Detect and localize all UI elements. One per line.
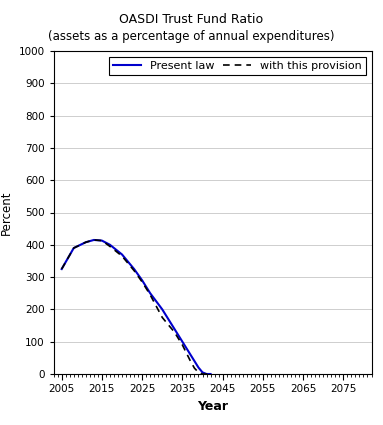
X-axis label: Year: Year xyxy=(197,400,228,413)
Y-axis label: Percent: Percent xyxy=(0,190,13,235)
Text: OASDI Trust Fund Ratio: OASDI Trust Fund Ratio xyxy=(119,13,264,26)
Text: (assets as a percentage of annual expenditures): (assets as a percentage of annual expend… xyxy=(48,30,335,43)
Legend: Present law, with this provision: Present law, with this provision xyxy=(109,57,366,76)
